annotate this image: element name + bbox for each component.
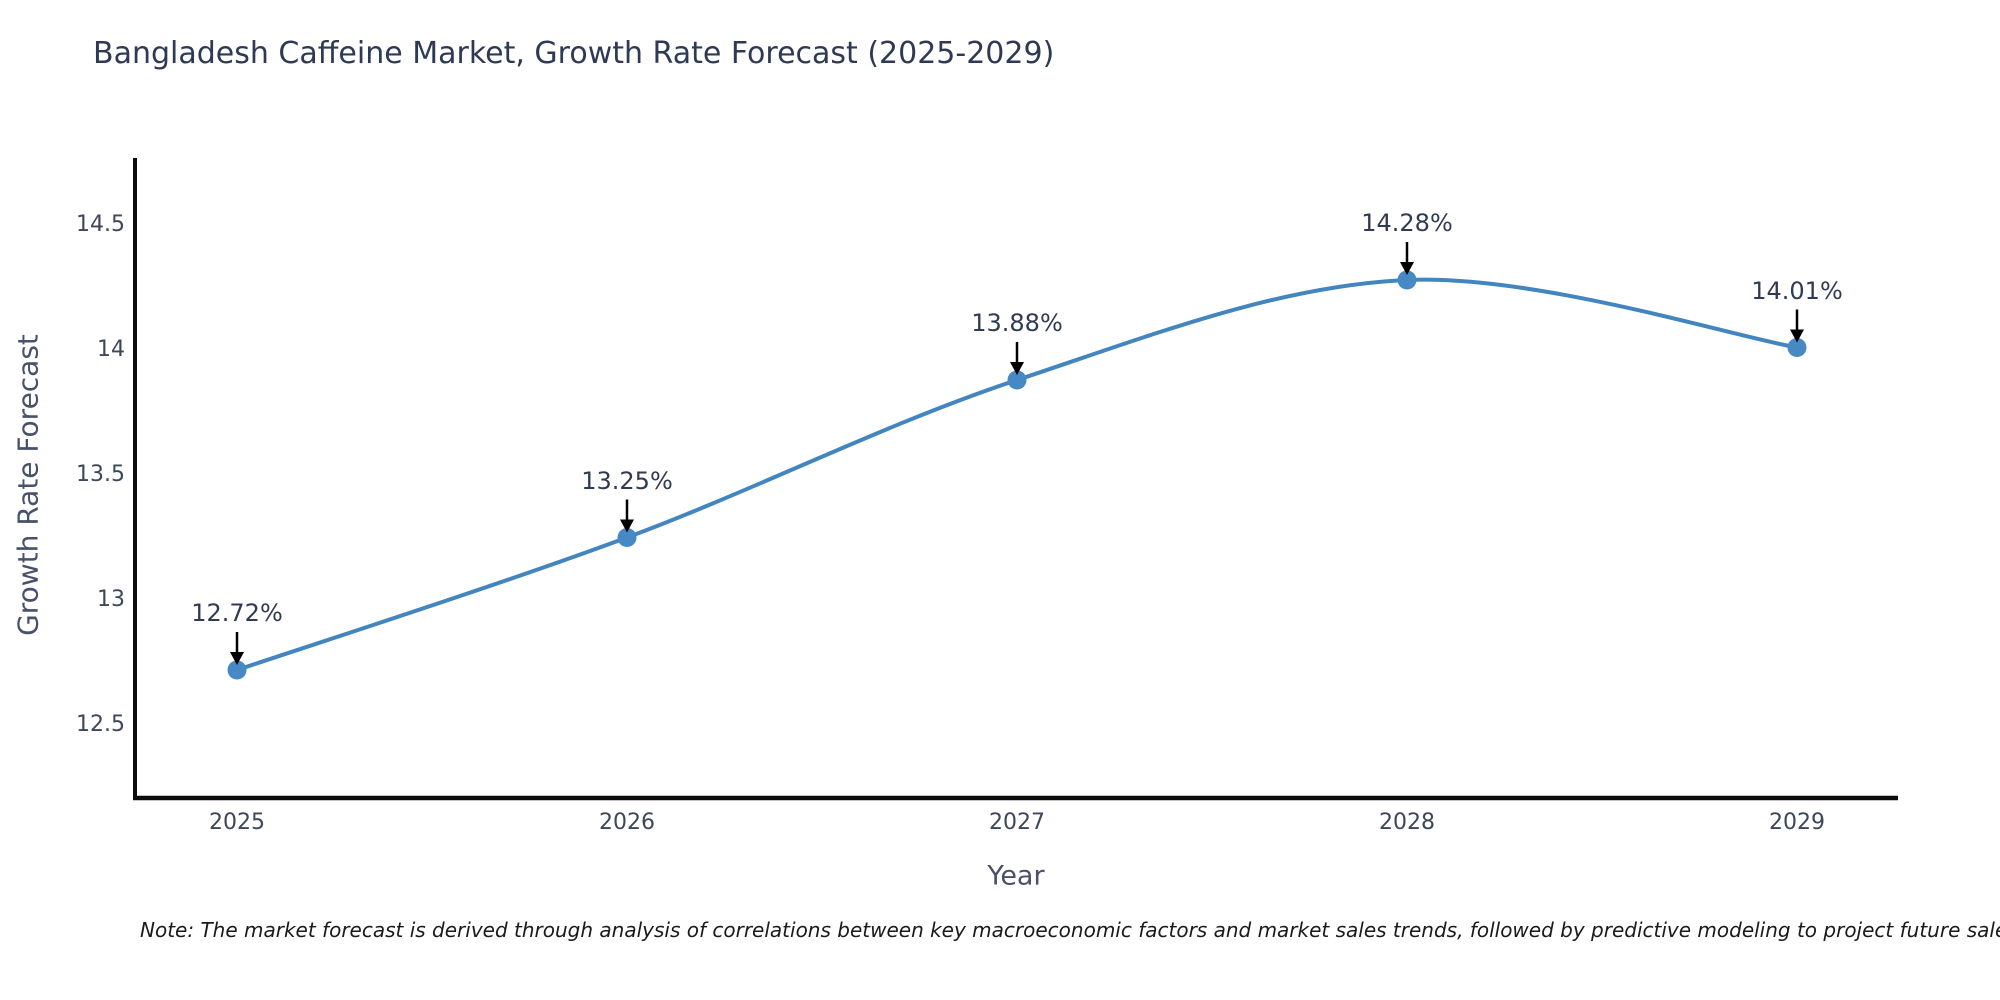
data-point-marker <box>1397 270 1417 290</box>
data-point-marker <box>1787 338 1807 357</box>
y-tick-label: 14.5 <box>76 212 125 237</box>
y-tick-label: 14 <box>97 337 125 362</box>
annotation-arrow-head <box>1400 262 1414 275</box>
x-axis-label: Year <box>987 860 1045 892</box>
y-tick-label: 13 <box>97 587 125 612</box>
y-tick-label: 12.5 <box>76 712 125 737</box>
trend-line <box>236 277 1798 672</box>
data-point-marker <box>617 528 637 547</box>
point-value-annotation: 13.88% <box>971 309 1063 337</box>
x-tick-label: 2029 <box>1769 810 1825 835</box>
point-value-annotation: 13.25% <box>581 466 673 495</box>
data-point-marker <box>227 660 247 680</box>
annotation-arrow-head <box>1010 362 1024 375</box>
data-point-marker <box>1007 370 1027 390</box>
chart-title: Bangladesh Caffeine Market, Growth Rate … <box>93 36 1055 71</box>
x-tick-label: 2025 <box>209 810 265 835</box>
point-value-annotation: 14.01% <box>1751 276 1843 305</box>
x-tick-label: 2027 <box>989 810 1045 835</box>
annotation-arrow-head <box>1790 329 1804 343</box>
x-tick-label: 2028 <box>1379 810 1435 835</box>
x-tick-label: 2026 <box>599 810 655 835</box>
point-value-annotation: 14.28% <box>1361 209 1453 237</box>
annotation-arrow-head <box>620 519 634 533</box>
footnote: Note: The market forecast is derived thr… <box>140 918 2000 942</box>
point-value-annotation: 12.72% <box>191 599 283 627</box>
annotation-arrow-head <box>230 652 244 665</box>
y-tick-label: 13.5 <box>76 462 125 487</box>
